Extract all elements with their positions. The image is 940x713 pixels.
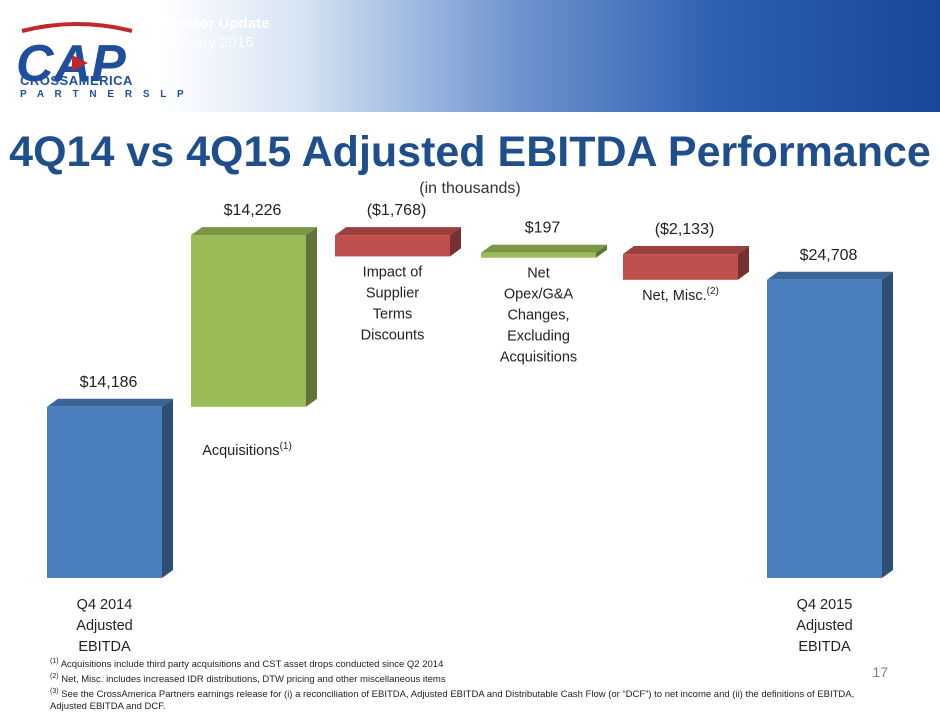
footnote-1: (1) Acquisitions include third party acq…: [50, 658, 444, 671]
category-label-net-misc: Net, Misc.(2): [642, 286, 719, 304]
bar-side-face: [596, 244, 607, 258]
category-label-net-opex-g-a-changes-excluding-acquisitions: Net Opex/G&A Changes, Excluding Acquisitions: [500, 266, 577, 366]
bar-top-face: [623, 246, 749, 255]
page-number: 17: [872, 664, 888, 680]
header-banner: CAP CROSSAMERICA P A R T N E R S L P Inv…: [0, 0, 940, 112]
category-label-acquisitions: Acquisitions(1): [202, 441, 292, 459]
value-label-impact-of-supplier-terms-discounts: ($1,768): [367, 202, 427, 219]
bar-side-face: [738, 246, 749, 280]
footnote-2: (2) Net, Misc. includes increased IDR di…: [50, 673, 446, 686]
bar-side-face: [306, 227, 317, 407]
crossamerica-logo: CAP: [16, 22, 133, 93]
value-label-q4-2015-adjusted-ebitda: $24,708: [800, 247, 858, 264]
update-title: Investor Update: [156, 15, 270, 32]
bar-top-face: [335, 227, 461, 236]
value-label-net-opex-g-a-changes-excluding-acquisitions: $197: [525, 220, 561, 237]
svg-text:CAP: CAP: [16, 35, 126, 93]
bar-front-face: [623, 254, 738, 280]
footnotes: (1) Acquisitions include third party acq…: [50, 656, 870, 713]
value-label-q4-2014-adjusted-ebitda: $14,186: [80, 374, 138, 391]
value-label-acquisitions: $14,226: [224, 202, 282, 219]
slide-title: 4Q14 vs 4Q15 Adjusted EBITDA Performance: [9, 128, 931, 176]
bar-acquisitions: [191, 227, 317, 407]
bar-top-face: [767, 271, 893, 280]
category-label-impact-of-supplier-terms-discounts: Impact of Supplier Terms Discounts: [361, 264, 425, 343]
bar-net-misc: [623, 246, 749, 280]
category-label-q4-2014-adjusted-ebitda: Q4 2014 Adjusted EBITDA: [76, 597, 132, 655]
bar-net-opex-g-a-changes-excluding-acquisitions: [481, 244, 607, 258]
bar-impact-of-supplier-terms-discounts: [335, 227, 461, 257]
footnote-3: (3) See the CrossAmerica Partners earnin…: [50, 688, 855, 713]
bar-front-face: [191, 235, 306, 407]
bar-top-face: [47, 398, 173, 407]
investor-update: Investor Update February 2016: [156, 14, 269, 52]
category-label-q4-2015-adjusted-ebitda: Q4 2015 Adjusted EBITDA: [796, 597, 852, 655]
bar-top-face: [481, 244, 607, 253]
slide-subtitle: (in thousands): [419, 180, 521, 197]
bar-side-face: [162, 398, 173, 578]
header-divider: [148, 14, 151, 54]
bar-front-face: [767, 279, 882, 578]
company-name: CROSSAMERICA P A R T N E R S L P: [20, 73, 188, 101]
bar-top-face: [191, 227, 317, 236]
update-date: February 2016: [156, 34, 254, 51]
bar-q4-2015-adjusted-ebitda: [767, 271, 893, 578]
bar-side-face: [450, 227, 461, 257]
bar-q4-2014-adjusted-ebitda: [47, 398, 173, 578]
bar-side-face: [882, 271, 893, 578]
bar-front-face: [481, 252, 596, 258]
bar-front-face: [47, 406, 162, 578]
value-label-net-misc: ($2,133): [655, 221, 715, 238]
bar-front-face: [335, 235, 450, 257]
